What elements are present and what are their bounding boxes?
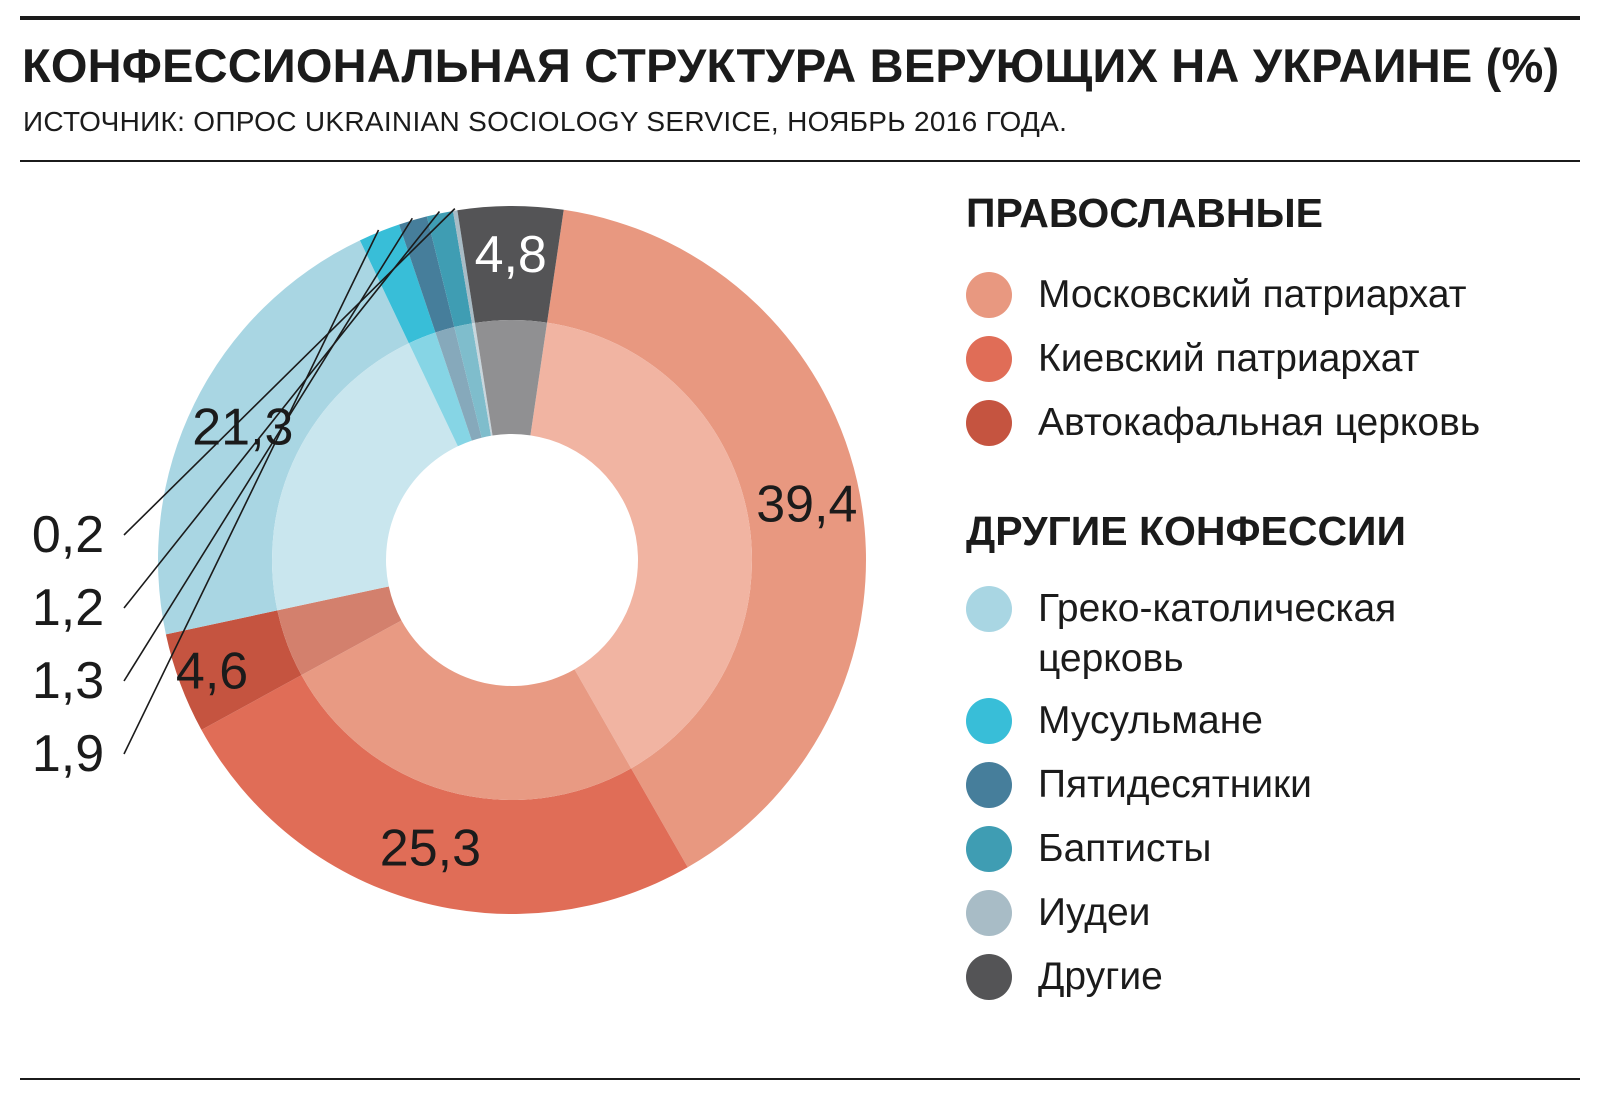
legend-swatch [966, 698, 1012, 744]
legend-label: Иудеи [1038, 891, 1151, 934]
legend-item-muslims: Мусульмане [966, 696, 1263, 746]
legend-item-others: Другие [966, 952, 1163, 1002]
leader-line-5 [123, 217, 414, 682]
data-label-5: 1,3 [32, 652, 104, 710]
donut-slice-inner-3 [272, 343, 458, 611]
legend-label: Киевский патриархат [1038, 337, 1420, 380]
data-label-8: 4,8 [475, 226, 547, 284]
leader-line-6 [123, 210, 441, 609]
data-label-1: 25,3 [380, 820, 481, 878]
data-label-3: 21,3 [192, 398, 293, 456]
donut-slice-outer-7 [452, 210, 475, 324]
legend-swatch [966, 586, 1012, 632]
donut-slice-inner-1 [301, 620, 632, 800]
legend-label: Автокафальная церковь [1038, 401, 1481, 444]
donut-slice-inner-2 [277, 586, 402, 676]
donut-slice-outer-1 [201, 675, 688, 914]
legend-item-jews: Иудеи [966, 888, 1150, 938]
donut-slice-inner-6 [454, 323, 491, 438]
legend-label: Греко-католическая церковь [1038, 587, 1397, 680]
donut-chart: 39,4 25,3 4,6 21,3 4,8 0,2 1,2 1,3 1,9 [32, 206, 867, 914]
legend-label: Московский патриархат [1038, 273, 1467, 316]
donut-slice-outer-2 [165, 610, 302, 730]
chart-source: ИСТОЧНИК: ОПРОС UKRAINIAN SOCIOLOGY SERV… [23, 106, 1068, 137]
header-divider [20, 160, 1580, 162]
legend-swatch [966, 272, 1012, 318]
top-rule [20, 16, 1580, 20]
leader-line-7 [123, 208, 456, 536]
data-label-6: 1,2 [32, 579, 104, 637]
legend-heading-orthodox: ПРАВОСЛАВНЫЕ [966, 190, 1323, 236]
donut-slice-outer-8 [457, 206, 564, 323]
chart-title: КОНФЕССИОНАЛЬНАЯ СТРУКТУРА ВЕРУЮЩИХ НА У… [22, 39, 1560, 92]
leader-line-4 [123, 229, 380, 755]
legend-item-baptists: Баптисты [966, 824, 1211, 874]
donut-slice-inner-8 [474, 320, 548, 436]
legend-label: Другие [1038, 955, 1163, 998]
legend-swatch [966, 826, 1012, 872]
legend-item-moscow-patriarchate: Московский патриархат [966, 270, 1467, 320]
legend-heading-other: ДРУГИЕ КОНФЕССИИ [966, 508, 1406, 554]
legend-swatch [966, 954, 1012, 1000]
donut-slice-outer-6 [426, 210, 472, 328]
bottom-rule [20, 1078, 1580, 1080]
data-label-0: 39,4 [756, 475, 857, 533]
donut-slice-inner-7 [471, 322, 493, 436]
legend-swatch [966, 400, 1012, 446]
donut-slice-inner-0 [530, 322, 752, 769]
legend-item-kyiv-patriarchate: Киевский патриархат [966, 334, 1419, 384]
legend-item-greek-catholic-church: Греко-католическая церковь [966, 584, 1478, 684]
legend-swatch [966, 336, 1012, 382]
donut-slice-inner-5 [435, 327, 482, 441]
donut-slice-outer-0 [547, 209, 867, 868]
data-label-2: 4,6 [176, 643, 248, 701]
data-label-4: 1,9 [32, 725, 104, 783]
legend-item-autocephalous-church: Автокафальная церковь [966, 398, 1480, 448]
data-label-7: 0,2 [32, 506, 104, 564]
legend-swatch [966, 890, 1012, 936]
legend-swatch [966, 762, 1012, 808]
donut-slice-outer-4 [359, 224, 436, 344]
legend-item-pentecostals: Пятидесятники [966, 760, 1312, 810]
donut-slice-inner-4 [408, 332, 472, 447]
legend-label: Пятидесятники [1038, 763, 1312, 806]
legend-label: Баптисты [1038, 827, 1212, 870]
donut-slice-outer-3 [158, 240, 409, 635]
legend-label: Мусульмане [1038, 699, 1263, 742]
